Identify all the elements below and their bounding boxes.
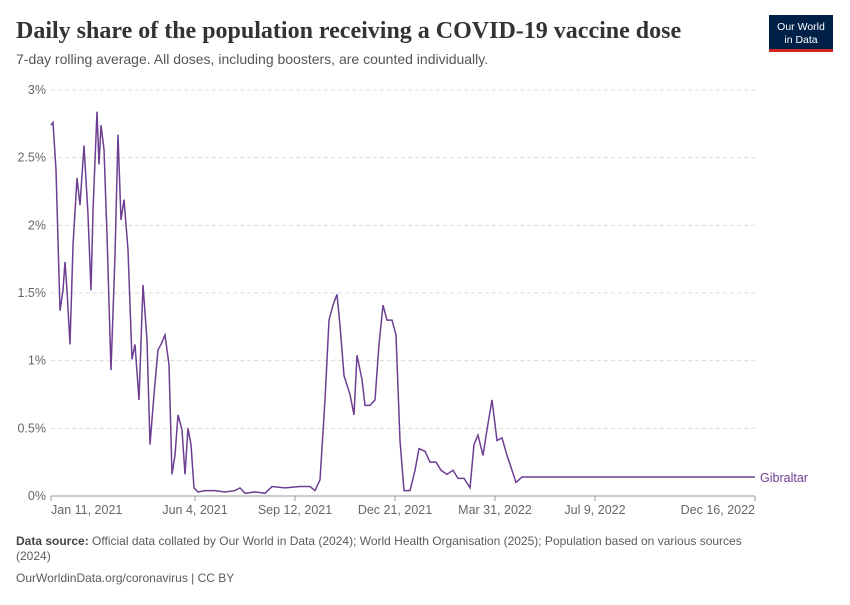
y-tick-label: 0.5% xyxy=(18,421,47,435)
y-tick-label: 0% xyxy=(28,489,46,503)
y-tick-label: 2.5% xyxy=(18,151,47,165)
x-tick-label: Dec 16, 2022 xyxy=(681,503,755,517)
source-text: (2024) xyxy=(16,549,51,563)
logo-text: Our World xyxy=(777,21,825,33)
logo-stripe xyxy=(769,49,833,52)
x-tick-label: Jul 9, 2022 xyxy=(564,503,625,517)
x-tick-label: Sep 12, 2021 xyxy=(258,503,332,517)
x-tick-label: Dec 21, 2021 xyxy=(358,503,432,517)
logo-text: in Data xyxy=(784,34,817,46)
url: OurWorldinData.org/coronavirus | CC BY xyxy=(16,571,234,585)
source-text: Official data collated by Our World in D… xyxy=(92,534,742,548)
legend-label: Gibraltar xyxy=(760,471,808,485)
chart-subtitle: 7-day rolling average. All doses, includ… xyxy=(16,51,488,67)
y-tick-label: 1% xyxy=(28,354,46,368)
y-tick-label: 3% xyxy=(28,83,46,97)
line xyxy=(50,111,755,495)
x-tick-label: Mar 31, 2022 xyxy=(458,503,532,517)
y-tick-label: 1.5% xyxy=(18,286,47,300)
x-tick-label: Jun 4, 2021 xyxy=(162,503,227,517)
logo-box xyxy=(769,15,833,49)
chart-title: Daily share of the population receiving … xyxy=(16,18,681,44)
source-label: Data source: xyxy=(16,534,89,548)
logo: Our World in Data xyxy=(769,15,833,52)
y-tick-label: 2% xyxy=(28,218,46,232)
x-tick-label: Jan 11, 2021 xyxy=(51,503,122,517)
source: Data source: Official data collated by O… xyxy=(16,534,742,548)
